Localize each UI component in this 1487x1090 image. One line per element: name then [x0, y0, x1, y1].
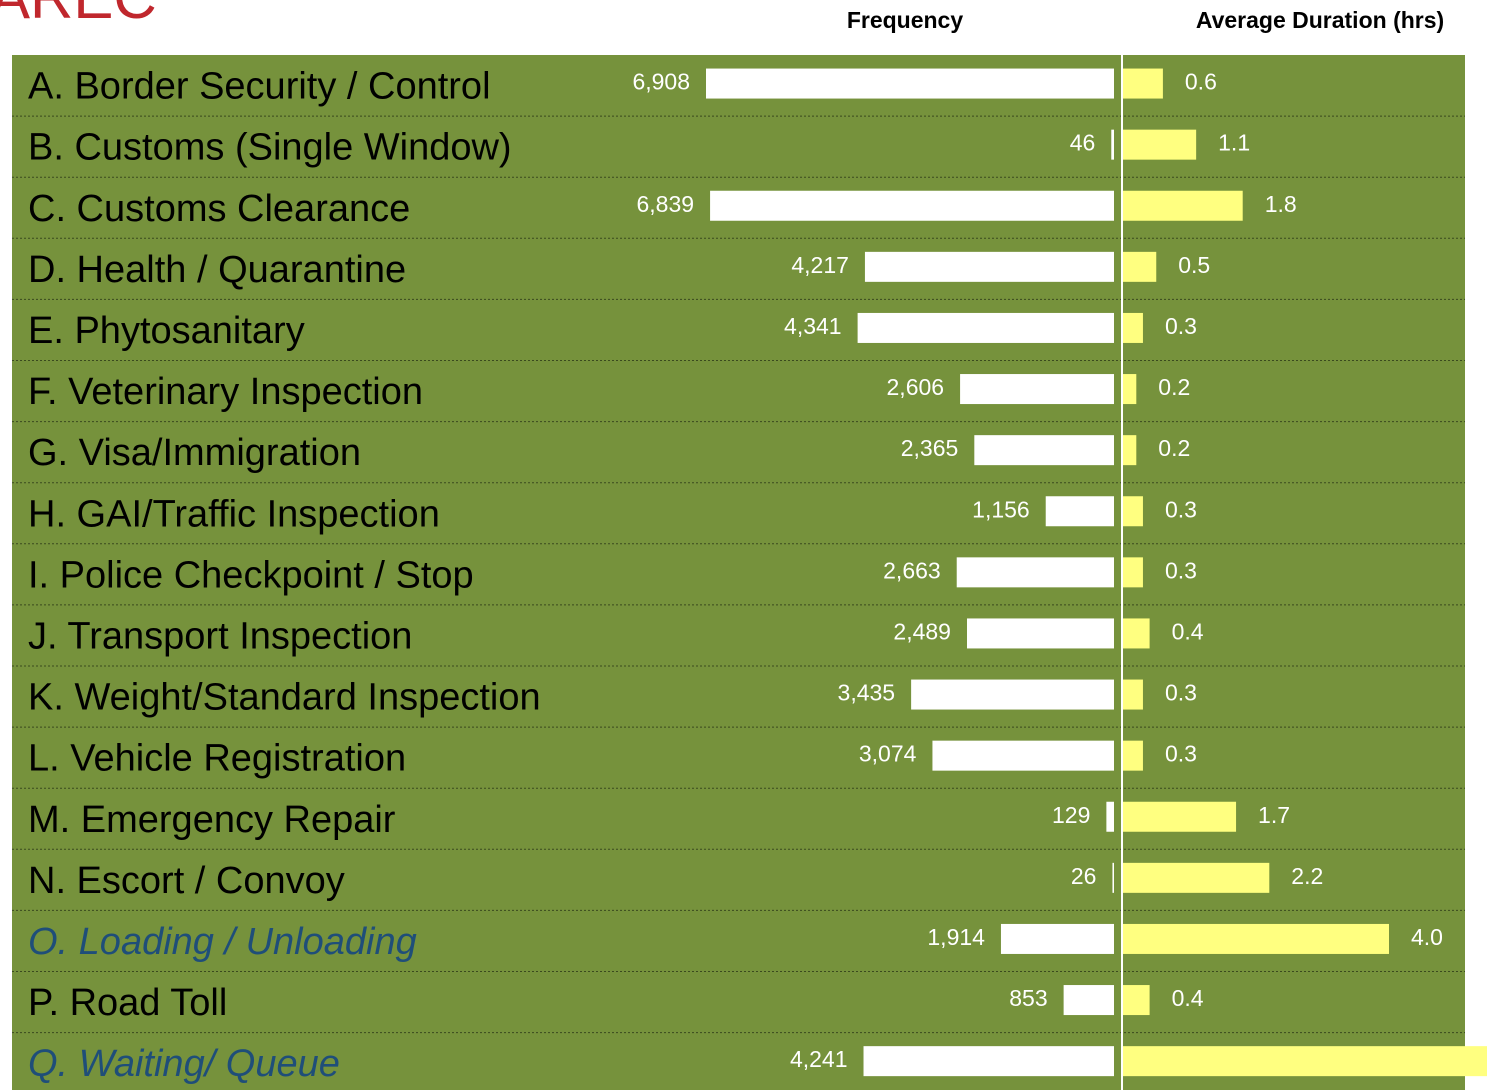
bar: [1123, 985, 1150, 1016]
value-label: 2,663: [883, 557, 941, 583]
category-label: O. Loading / Unloading: [28, 921, 417, 963]
value-label: 0.3: [1165, 313, 1197, 339]
value-label: 0.6: [1185, 69, 1217, 95]
bar: [1123, 618, 1150, 649]
bar: [960, 374, 1114, 405]
value-label: 1,156: [972, 496, 1030, 522]
bar: [974, 435, 1114, 466]
bar: [1112, 862, 1114, 893]
value-label: 1.8: [1265, 191, 1297, 217]
bar: [1111, 129, 1114, 160]
plot-background: [12, 55, 1465, 1090]
bar: [1123, 68, 1163, 99]
bar: [1123, 1046, 1487, 1077]
bar: [1123, 862, 1270, 893]
bar: [1123, 801, 1237, 832]
value-label: 0.2: [1158, 374, 1190, 400]
value-label: 1,914: [927, 924, 985, 950]
bar: [857, 312, 1114, 343]
bar: [1123, 312, 1143, 343]
value-label: 129: [1052, 802, 1090, 828]
category-label: E. Phytosanitary: [28, 310, 305, 352]
category-label: P. Road Toll: [28, 982, 227, 1024]
bar: [1123, 435, 1137, 466]
category-label: L. Vehicle Registration: [28, 738, 406, 780]
bar: [1106, 801, 1114, 832]
value-label: 4,217: [791, 252, 849, 278]
bar: [1045, 496, 1114, 527]
bar: [1123, 557, 1143, 588]
category-label: A. Border Security / Control: [28, 66, 491, 108]
value-label: 3,435: [838, 680, 896, 706]
bar: [1123, 679, 1143, 710]
value-label: 0.3: [1165, 496, 1197, 522]
category-label: F. Veterinary Inspection: [28, 371, 423, 413]
category-label: J. Transport Inspection: [28, 615, 412, 657]
bar: [863, 1046, 1114, 1077]
category-label: C. Customs Clearance: [28, 188, 410, 230]
logo: AREC: [0, 0, 157, 31]
bar: [1123, 129, 1197, 160]
category-label: D. Health / Quarantine: [28, 249, 406, 291]
bar: [710, 190, 1114, 221]
bar: [911, 679, 1114, 710]
bar: [1123, 190, 1243, 221]
category-label: M. Emergency Repair: [28, 799, 396, 841]
value-label: 0.5: [1178, 252, 1210, 278]
bar: [932, 740, 1114, 771]
value-label: 2.2: [1291, 863, 1323, 889]
category-label: I. Police Checkpoint / Stop: [28, 554, 474, 596]
value-label: 0.4: [1172, 619, 1204, 645]
value-label: 853: [1009, 985, 1047, 1011]
value-label: 4.0: [1411, 924, 1443, 950]
bar: [1123, 923, 1389, 954]
bar: [966, 618, 1114, 649]
value-label: 6,908: [632, 69, 690, 95]
bar: [956, 557, 1114, 588]
bar: [1063, 985, 1114, 1016]
category-label: H. GAI/Traffic Inspection: [28, 493, 440, 535]
column-header: Frequency: [847, 7, 964, 33]
value-label: 6,839: [637, 191, 695, 217]
bar: [1000, 923, 1114, 954]
value-label: 2,489: [893, 619, 951, 645]
category-label: Q. Waiting/ Queue: [28, 1043, 340, 1085]
value-label: 0.2: [1158, 435, 1190, 461]
value-label: 46: [1070, 130, 1096, 156]
value-label: 3,074: [859, 741, 917, 767]
bar: [706, 68, 1114, 99]
value-label: 0.4: [1172, 985, 1204, 1011]
value-label: 1.7: [1258, 802, 1290, 828]
value-label: 1.1: [1218, 130, 1250, 156]
category-label: G. Visa/Immigration: [28, 432, 361, 474]
bar: [1123, 496, 1143, 527]
category-label: N. Escort / Convoy: [28, 860, 345, 902]
value-label: 0.3: [1165, 680, 1197, 706]
value-label: 0.3: [1165, 741, 1197, 767]
value-label: 2,365: [901, 435, 959, 461]
value-label: 26: [1071, 863, 1097, 889]
value-label: 4,341: [784, 313, 842, 339]
value-label: 2,606: [887, 374, 945, 400]
value-label: 4,241: [790, 1046, 848, 1072]
value-label: 0.3: [1165, 557, 1197, 583]
bar: [1123, 740, 1143, 771]
column-header: Average Duration (hrs): [1196, 7, 1444, 33]
bar: [864, 251, 1114, 282]
bar: [1123, 374, 1137, 405]
category-label: K. Weight/Standard Inspection: [28, 677, 541, 719]
bar: [1123, 251, 1157, 282]
category-label: B. Customs (Single Window): [28, 127, 512, 169]
